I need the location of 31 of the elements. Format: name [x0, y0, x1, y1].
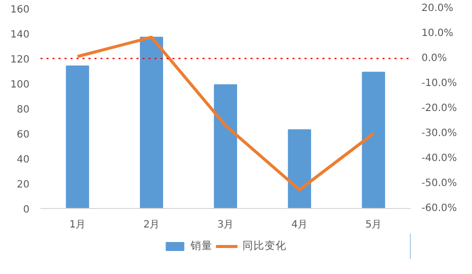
y-tick-label: 120	[10, 54, 30, 66]
y2-tick-label: -30.0%	[422, 128, 457, 139]
y2-tick-label: -20.0%	[422, 103, 457, 114]
y2-tick-label: -10.0%	[422, 78, 457, 89]
bar	[66, 66, 90, 208]
bar	[140, 36, 164, 208]
x-tick-label: 3月	[217, 220, 234, 230]
y-tick-label: 100	[10, 80, 30, 90]
y-tick-label: 60	[16, 130, 30, 140]
y-tick-label: 160	[10, 4, 30, 16]
y-tick-label: 0	[23, 204, 30, 216]
y2-tick-label: -40.0%	[422, 153, 457, 164]
bar	[288, 129, 312, 208]
x-tick-label: 5月	[365, 220, 382, 230]
y2-tick-label: 0.0%	[422, 53, 447, 64]
legend-label: 销量	[190, 239, 212, 253]
y-tick-label: 140	[10, 30, 30, 40]
y-tick-label: 20	[16, 180, 30, 190]
legend-label: 同比变化	[242, 239, 286, 253]
y2-tick-label: -50.0%	[422, 178, 457, 189]
x-tick-label: 2月	[143, 220, 160, 230]
bar	[214, 84, 238, 208]
bar	[362, 72, 386, 208]
x-tick-label: 1月	[69, 220, 86, 230]
y2-tick-label: -60.0%	[422, 203, 457, 214]
x-tick-label: 4月	[291, 220, 308, 230]
y-tick-label: 40	[16, 154, 30, 166]
line-series	[76, 36, 375, 192]
y-tick-label: 80	[16, 104, 30, 116]
y2-tick-label: 10.0%	[422, 28, 454, 39]
y2-tick-label: 20.0%	[422, 3, 454, 14]
